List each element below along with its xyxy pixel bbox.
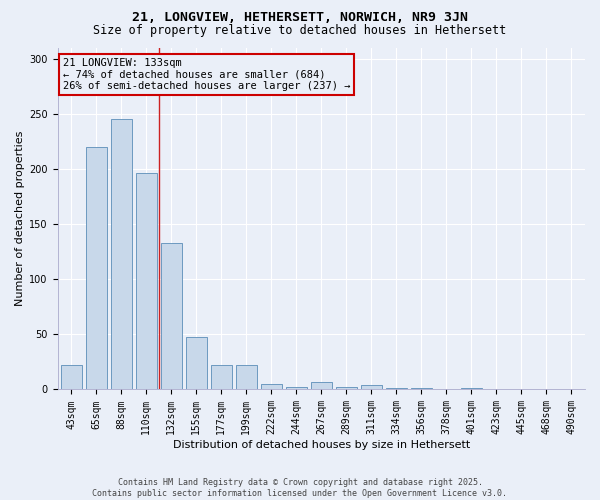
Bar: [461, 388, 482, 390]
Bar: [161, 243, 182, 390]
Bar: [86, 147, 107, 390]
Bar: [361, 385, 382, 390]
Bar: [311, 382, 332, 390]
Text: 21, LONGVIEW, HETHERSETT, NORWICH, NR9 3JN: 21, LONGVIEW, HETHERSETT, NORWICH, NR9 3…: [132, 11, 468, 24]
Bar: [410, 388, 432, 390]
Bar: [61, 365, 82, 390]
Bar: [260, 384, 282, 390]
Bar: [286, 388, 307, 390]
X-axis label: Distribution of detached houses by size in Hethersett: Distribution of detached houses by size …: [173, 440, 470, 450]
Bar: [236, 365, 257, 390]
Bar: [136, 174, 157, 390]
Text: Size of property relative to detached houses in Hethersett: Size of property relative to detached ho…: [94, 24, 506, 37]
Text: 21 LONGVIEW: 133sqm
← 74% of detached houses are smaller (684)
26% of semi-detac: 21 LONGVIEW: 133sqm ← 74% of detached ho…: [63, 58, 350, 91]
Bar: [386, 388, 407, 390]
Bar: [110, 119, 132, 390]
Bar: [211, 365, 232, 390]
Bar: [185, 336, 207, 390]
Bar: [335, 388, 357, 390]
Y-axis label: Number of detached properties: Number of detached properties: [15, 131, 25, 306]
Text: Contains HM Land Registry data © Crown copyright and database right 2025.
Contai: Contains HM Land Registry data © Crown c…: [92, 478, 508, 498]
